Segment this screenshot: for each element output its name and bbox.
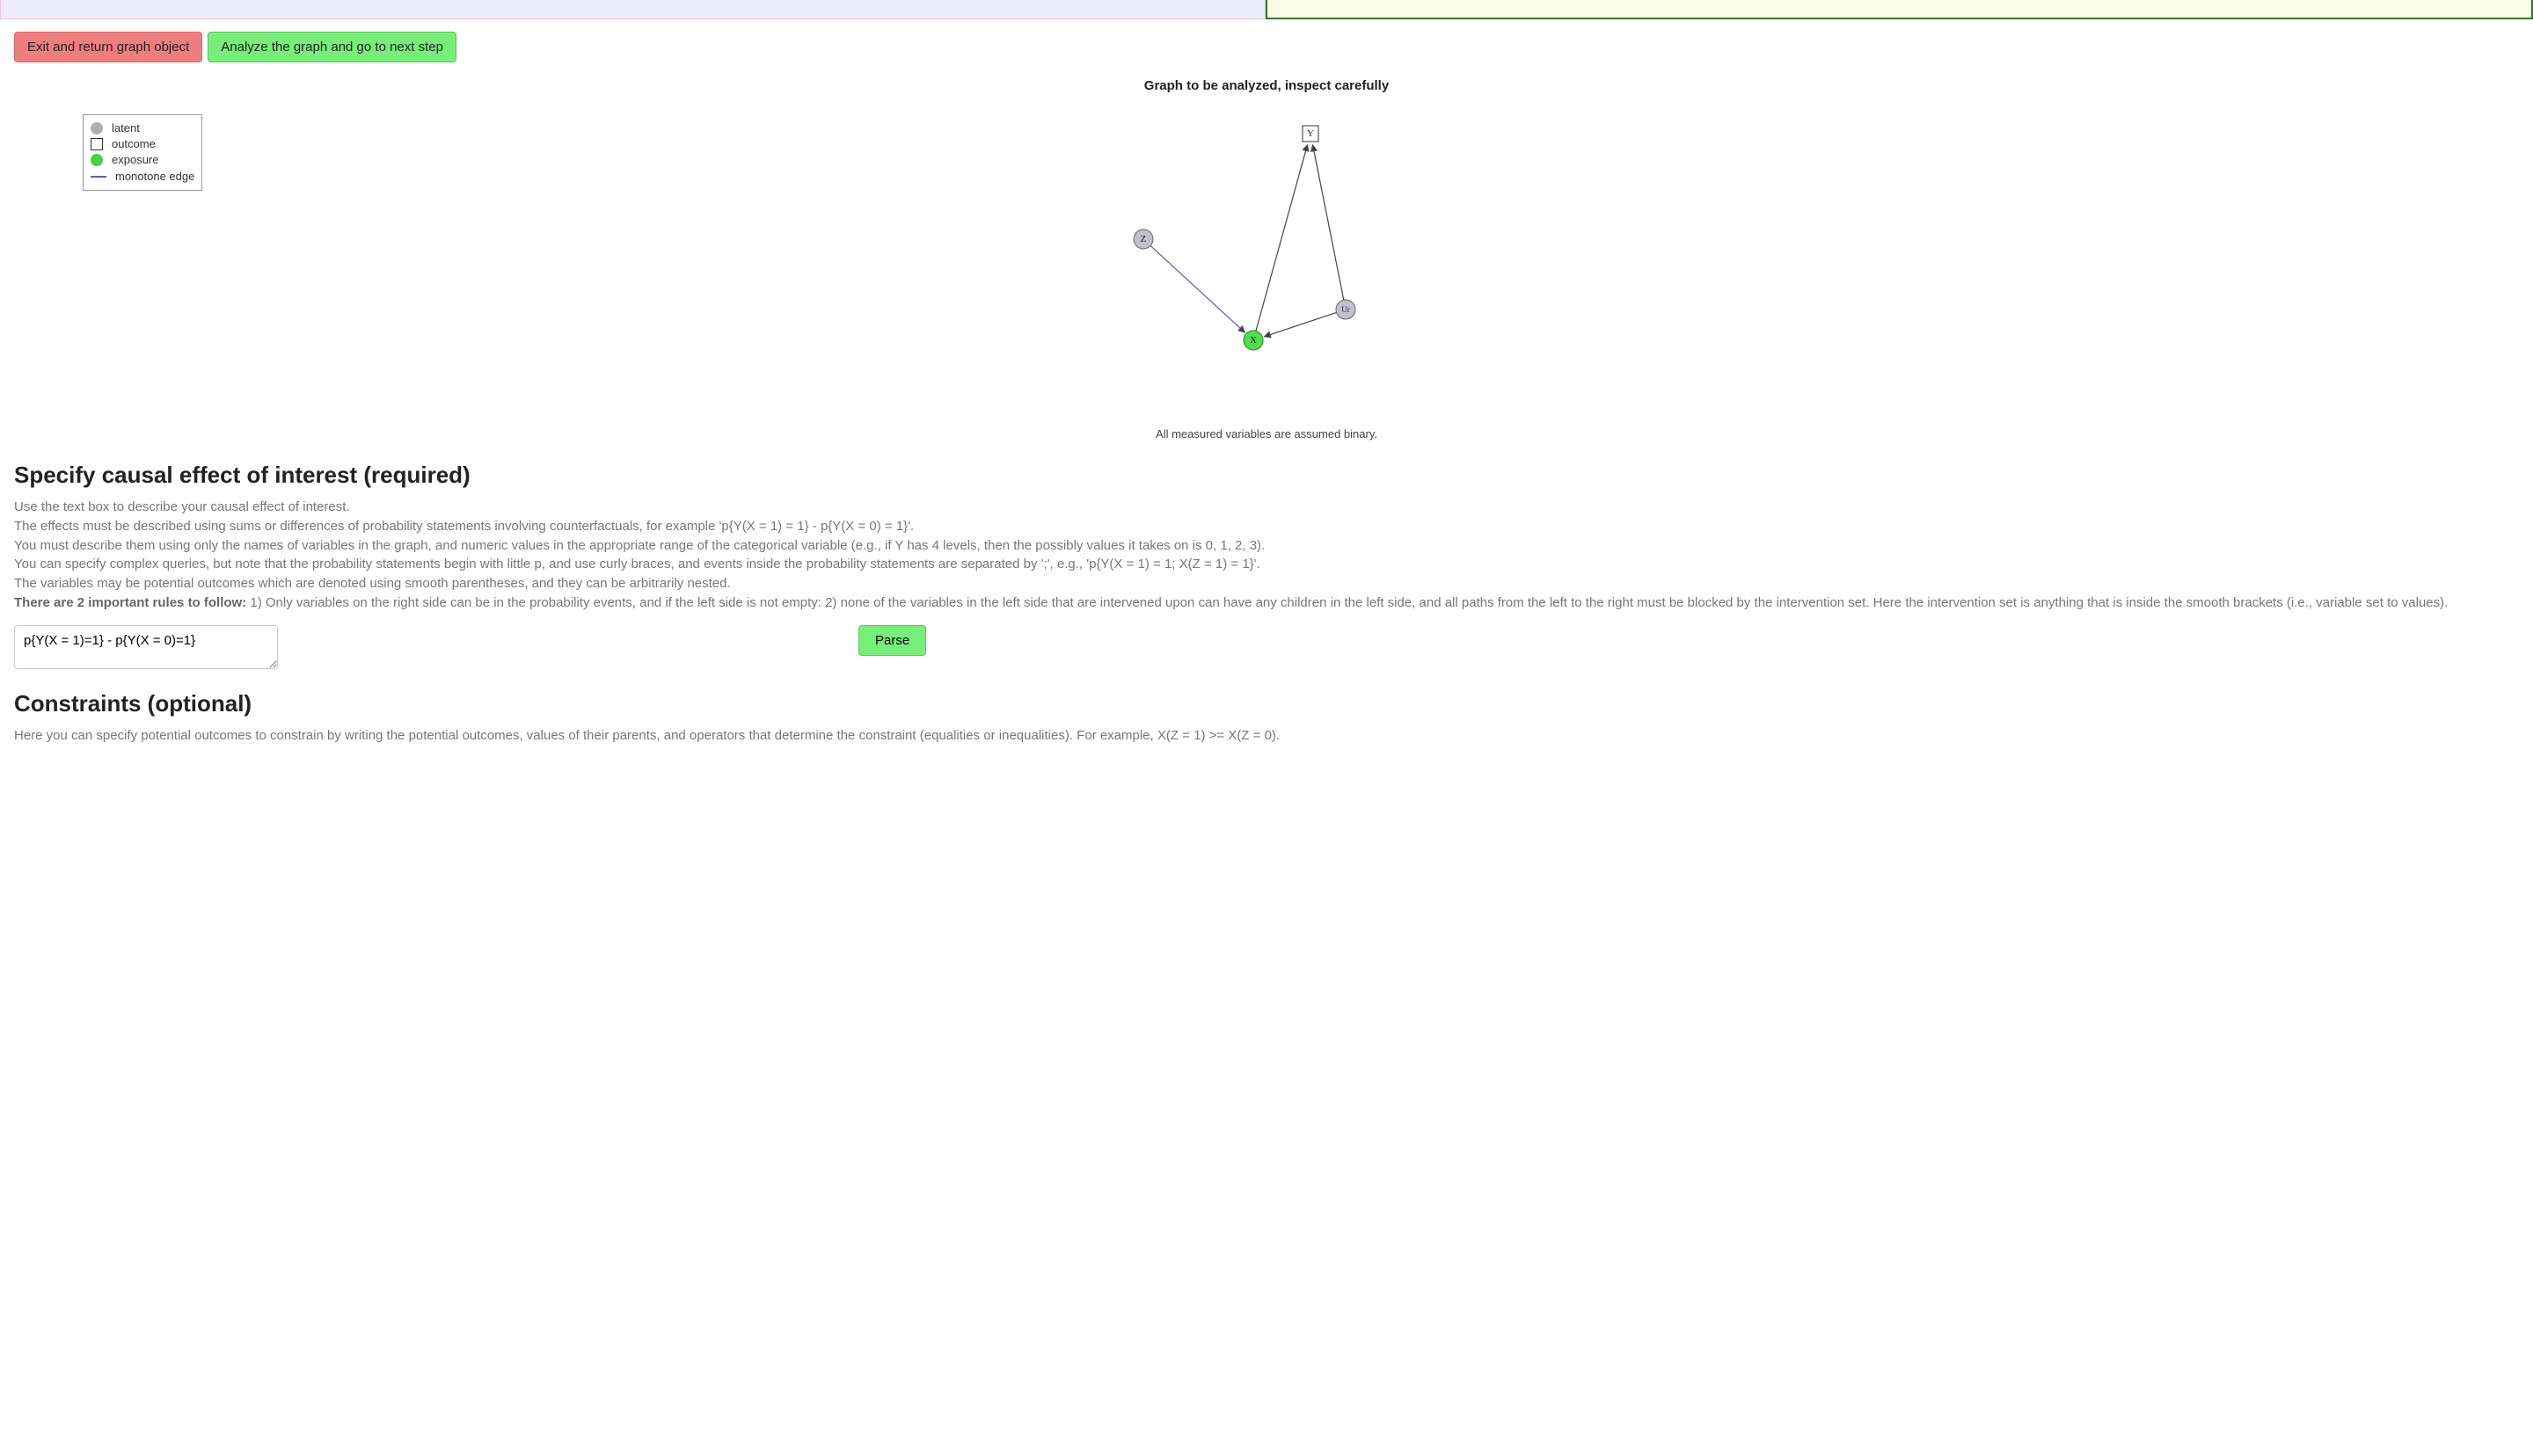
action-button-row: Exit and return graph object Analyze the… — [14, 32, 2519, 62]
exit-button[interactable]: Exit and return graph object — [14, 32, 202, 62]
effect-help-4: You can specify complex queries, but not… — [14, 557, 1260, 571]
constraints-help-text: Here you can specify potential outcomes … — [14, 726, 2519, 746]
effect-input-row: Parse — [14, 625, 2519, 669]
legend-swatch-exposure-icon — [91, 154, 103, 166]
effect-section-title: Specify causal effect of interest (requi… — [14, 462, 2519, 489]
effect-help-text: Use the text box to describe your causal… — [14, 498, 2519, 613]
legend-swatch-latent-icon — [91, 122, 103, 135]
graph-footnote: All measured variables are assumed binar… — [14, 427, 2519, 440]
effect-help-3: You must describe them using only the na… — [14, 538, 1265, 553]
graph-title: Graph to be analyzed, inspect carefully — [14, 78, 2519, 93]
svg-text:X: X — [1250, 335, 1257, 346]
svg-text:Z: Z — [1141, 234, 1147, 244]
effect-textarea[interactable] — [14, 625, 278, 669]
graph-stage: latent outcome exposure monotone edge Y Z… — [14, 98, 2519, 424]
effect-rules-body: 1) Only variables on the right side can … — [246, 595, 2448, 610]
legend-label-exposure: exposure — [112, 152, 158, 168]
banner-left — [0, 0, 1266, 19]
legend-row-outcome: outcome — [91, 136, 194, 152]
parse-button[interactable]: Parse — [858, 625, 926, 656]
effect-help-2: The effects must be described using sums… — [14, 519, 914, 534]
effect-rules-prefix: There are 2 important rules to follow: — [14, 595, 246, 610]
legend-swatch-monotone-icon — [91, 176, 106, 178]
legend-row-monotone: monotone edge — [91, 169, 194, 185]
graph-svg: Y Z Ur X — [1020, 98, 1513, 415]
svg-text:Ur: Ur — [1341, 305, 1350, 314]
legend-row-exposure: exposure — [91, 152, 194, 168]
graph-legend: latent outcome exposure monotone edge — [83, 114, 202, 191]
banner-right — [1266, 0, 2533, 19]
graph-area: Graph to be analyzed, inspect carefully … — [14, 78, 2519, 440]
effect-help-5: The variables may be potential outcomes … — [14, 576, 731, 591]
svg-text:Y: Y — [1307, 128, 1314, 139]
effect-help-1: Use the text box to describe your causal… — [14, 499, 350, 514]
legend-swatch-outcome-icon — [91, 138, 103, 150]
constraints-section-title: Constraints (optional) — [14, 690, 2519, 717]
legend-label-latent: latent — [112, 120, 140, 136]
analyze-button[interactable]: Analyze the graph and go to next step — [208, 32, 456, 62]
legend-label-monotone: monotone edge — [115, 169, 194, 185]
top-banner-row — [0, 0, 2533, 19]
legend-row-latent: latent — [91, 120, 194, 136]
legend-label-outcome: outcome — [112, 136, 156, 152]
